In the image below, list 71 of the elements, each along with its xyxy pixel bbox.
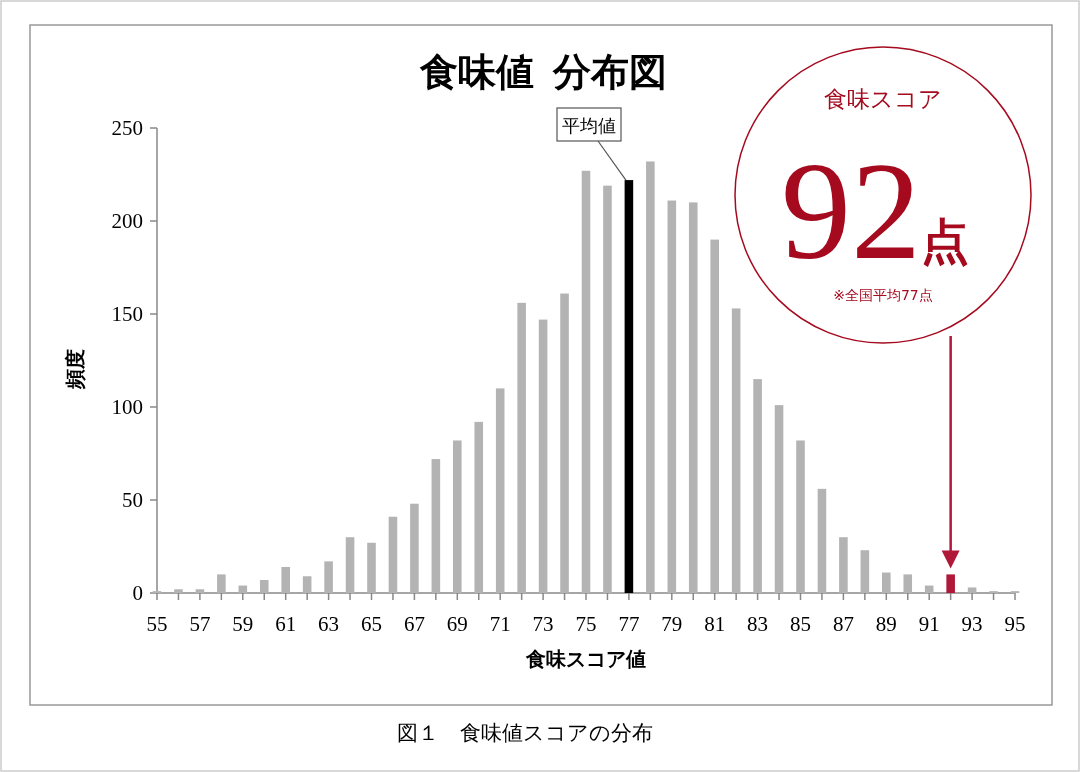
bar <box>581 170 591 593</box>
bar <box>796 440 805 593</box>
bar <box>967 587 977 593</box>
x-tick-label: 91 <box>918 612 940 636</box>
x-tick-label: 87 <box>832 612 854 636</box>
x-tick-label: 95 <box>1004 612 1026 636</box>
bar <box>603 185 612 593</box>
annotation: ※全国平均77点 <box>833 287 933 303</box>
x-tick-label: 89 <box>875 612 897 636</box>
bar <box>302 576 312 593</box>
bar <box>860 550 870 593</box>
y-tick-label: 250 <box>111 116 143 140</box>
x-tick-label: 73 <box>532 612 554 636</box>
x-tick-label: 57 <box>189 612 211 636</box>
bar <box>345 537 355 593</box>
bar <box>453 440 462 593</box>
bar <box>946 574 955 593</box>
x-tick-label: 59 <box>232 612 254 636</box>
bar <box>817 488 827 593</box>
y-tick-label: 200 <box>111 209 143 233</box>
y-axis-title: 頻度 <box>64 348 86 390</box>
bar <box>388 516 398 593</box>
y-tick-label: 0 <box>132 581 143 605</box>
bar <box>410 503 419 593</box>
x-tick-label: 71 <box>489 612 511 636</box>
bar <box>731 308 741 593</box>
bar <box>195 589 205 593</box>
x-tick-label: 77 <box>618 612 640 636</box>
bar <box>517 302 526 593</box>
text: 食味スコア <box>824 87 942 112</box>
x-tick-label: 65 <box>361 612 382 636</box>
bar <box>538 319 548 593</box>
x-tick-label: 79 <box>661 612 683 636</box>
annotation: 平均値 <box>562 116 616 136</box>
x-tick-label: 83 <box>747 612 769 636</box>
bar <box>281 566 290 593</box>
x-tick-label: 81 <box>704 612 726 636</box>
bar <box>710 239 719 593</box>
y-tick-label: 100 <box>111 395 143 419</box>
bar <box>903 574 913 593</box>
x-tick-label: 55 <box>146 612 168 636</box>
bar <box>431 459 441 593</box>
bar <box>882 572 891 593</box>
annotation: 92点 <box>781 133 969 288</box>
bar <box>839 537 848 593</box>
bar <box>560 293 569 593</box>
bar <box>324 561 333 593</box>
x-tick-label: 67 <box>403 612 425 636</box>
y-tick-label: 50 <box>122 488 143 512</box>
bar <box>688 202 698 593</box>
bar <box>174 589 183 593</box>
x-tick-label: 93 <box>961 612 983 636</box>
bar <box>259 579 269 593</box>
x-tick-label: 75 <box>575 612 597 636</box>
chart-title: 食味値 分布図 <box>418 51 667 93</box>
caption: 図１ 食味値スコアの分布 <box>397 721 653 745</box>
bar <box>495 388 505 593</box>
bar <box>474 421 484 593</box>
bar <box>753 379 762 593</box>
y-tick-label: 150 <box>111 302 143 326</box>
x-tick-label: 63 <box>318 612 340 636</box>
bar <box>667 200 677 593</box>
bar <box>774 405 784 593</box>
x-tick-label: 69 <box>446 612 468 636</box>
bar <box>217 574 226 593</box>
bar <box>624 180 634 593</box>
x-tick-label: 61 <box>275 612 297 636</box>
x-axis-title: 食味スコア値 <box>525 648 646 670</box>
bar <box>367 542 376 593</box>
x-tick-label: 85 <box>790 612 811 636</box>
bar <box>646 161 655 593</box>
